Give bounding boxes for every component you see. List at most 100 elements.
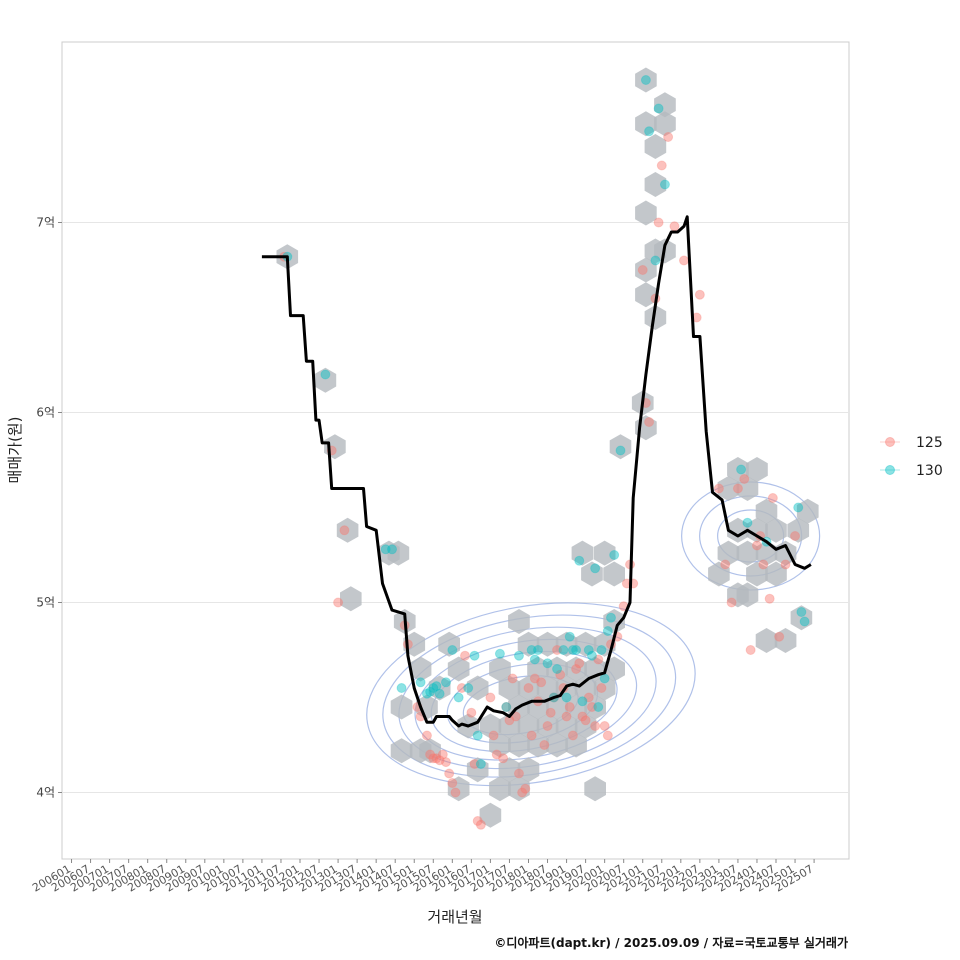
point-130 (529, 654, 540, 665)
point-125 (732, 483, 743, 494)
point-130 (440, 677, 451, 688)
hex-bin (708, 561, 730, 587)
point-125 (539, 740, 550, 750)
point-125 (488, 730, 499, 741)
point-125 (694, 289, 705, 300)
hex-bin (593, 675, 616, 701)
trend-line (261, 215, 812, 728)
point-125 (475, 819, 486, 830)
point-130 (475, 759, 486, 769)
point-125 (751, 540, 762, 551)
point-125 (653, 217, 664, 228)
point-125 (437, 749, 448, 760)
point-125 (764, 593, 775, 604)
y-axis-title: 매매가(원) (6, 417, 24, 484)
point-125 (571, 664, 582, 674)
point-125 (333, 597, 344, 608)
hex-bin (584, 776, 606, 802)
point-130 (793, 502, 804, 513)
point-125 (745, 645, 756, 655)
point-130 (526, 645, 537, 655)
point-125 (466, 707, 477, 718)
hex-bin (517, 757, 540, 783)
point-125 (460, 650, 471, 661)
point-130 (428, 683, 439, 693)
hex-bin (489, 776, 511, 802)
hex-bin (584, 694, 606, 720)
point-130 (593, 702, 604, 712)
hex-bin (489, 656, 511, 682)
point-125 (472, 816, 483, 826)
point-130 (659, 179, 670, 190)
hex-bin (498, 713, 521, 739)
hex-bin (555, 631, 578, 657)
point-125 (780, 559, 791, 570)
point-125 (444, 768, 455, 779)
point-125 (421, 730, 432, 741)
hexbin-layer (276, 67, 819, 828)
hex-bin (508, 609, 530, 634)
hex-bin (340, 586, 362, 612)
point-130 (552, 664, 563, 674)
hex-bin (527, 656, 549, 682)
hex-bin (517, 675, 540, 701)
hex-bin (736, 582, 759, 608)
point-130 (421, 688, 432, 699)
hex-bin (447, 656, 470, 682)
y-axis-ticks: 4억 5억 6억 7억 (36, 216, 62, 800)
point-125 (513, 768, 524, 779)
point-125 (542, 721, 553, 731)
point-125 (523, 683, 534, 693)
point-125 (574, 658, 585, 669)
point-125 (726, 597, 737, 608)
point-125 (669, 221, 680, 232)
point-125 (339, 525, 350, 536)
hex-bin (565, 694, 587, 720)
y-tick-label: 4억 (36, 786, 55, 800)
point-125 (593, 654, 604, 665)
hex-bin (581, 561, 603, 587)
legend-label-125: 125 (916, 435, 943, 451)
point-130 (447, 645, 458, 655)
hex-bin (466, 675, 489, 701)
point-125 (450, 787, 461, 798)
hex-bin (635, 67, 657, 93)
hex-bin (755, 498, 778, 524)
point-125 (577, 711, 588, 722)
hex-bin (727, 457, 749, 482)
hex-bin (717, 540, 740, 566)
point-130 (396, 683, 407, 693)
plot-panel (61, 41, 850, 860)
y-tick-label: 5억 (36, 596, 55, 610)
point-125 (485, 692, 496, 703)
point-125 (491, 749, 502, 760)
point-125 (790, 531, 801, 541)
point-125 (720, 559, 731, 570)
hex-bin (571, 540, 594, 566)
hex-bin (438, 631, 460, 657)
point-130 (599, 673, 610, 684)
point-125 (536, 677, 547, 688)
hex-bin (479, 802, 502, 828)
legend-key-130 (885, 465, 895, 475)
point-130 (653, 103, 664, 114)
point-125 (663, 132, 674, 142)
hex-bin (644, 305, 667, 330)
point-130 (577, 696, 588, 707)
hex-bin (409, 656, 432, 682)
hex-bin (603, 609, 625, 634)
point-125 (507, 673, 518, 684)
point-125 (580, 715, 591, 726)
point-125 (583, 692, 594, 703)
scatter-points (279, 75, 810, 830)
point-125 (428, 753, 439, 764)
point-130 (469, 650, 480, 661)
point-125 (599, 721, 610, 731)
hex-bin (765, 517, 787, 543)
hex-bin (654, 111, 676, 137)
point-130 (415, 677, 426, 688)
point-125 (501, 702, 512, 712)
point-130 (742, 517, 753, 528)
point-130 (590, 563, 601, 574)
